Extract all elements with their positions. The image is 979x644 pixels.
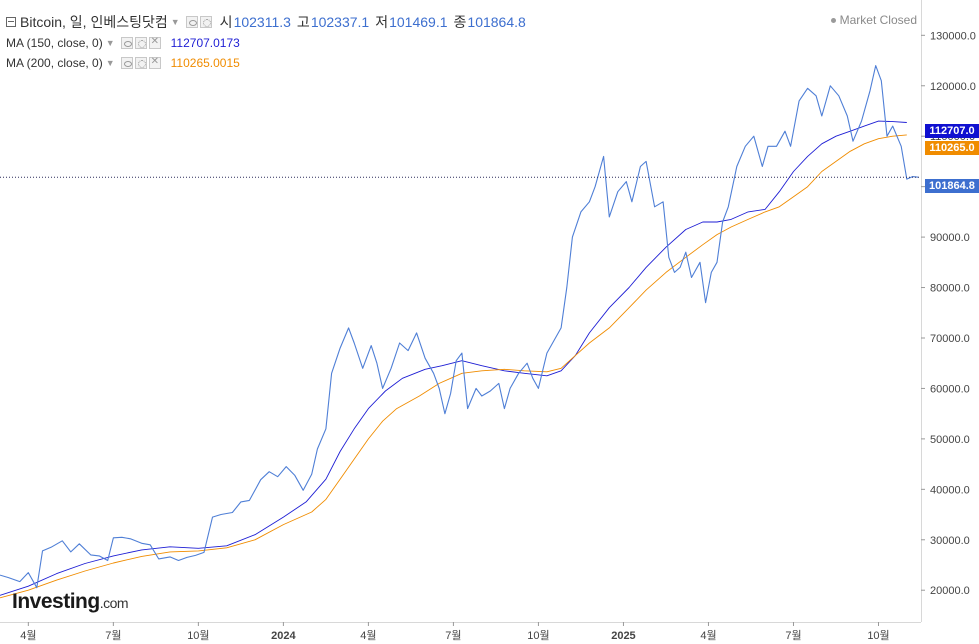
price-axis: 130000.0120000.0110000.0100000.090000.08…	[921, 30, 976, 597]
eye-icon[interactable]	[120, 57, 133, 69]
y-tick-label: 30000.0	[930, 535, 970, 547]
open-label: 시	[219, 14, 233, 30]
eye-icon[interactable]	[120, 37, 133, 49]
ma200-price-badge: 110265.0	[925, 141, 979, 155]
close-label: 종	[453, 14, 467, 30]
y-tick-label: 120000.0	[930, 81, 976, 93]
y-tick-label: 40000.0	[930, 484, 970, 496]
ma200-name: MA (200, close, 0)	[6, 56, 103, 70]
last-price-badge: 101864.8	[925, 179, 979, 193]
collapse-icon[interactable]	[6, 17, 16, 27]
x-tick-label: 7월	[785, 629, 801, 642]
y-tick-label: 70000.0	[930, 333, 970, 345]
chevron-down-icon[interactable]: ▼	[105, 38, 115, 48]
x-tick-label: 7월	[105, 629, 121, 642]
close-value: 101864.8	[467, 14, 526, 30]
logo-main: Investing	[12, 590, 100, 613]
y-tick-label: 60000.0	[930, 383, 970, 395]
close-icon[interactable]	[148, 36, 161, 49]
x-tick-label: 10월	[527, 629, 549, 642]
market-status: Market Closed	[830, 13, 917, 27]
high-value: 102337.1	[310, 14, 370, 30]
open-value: 102311.3	[233, 14, 291, 30]
logo-suffix: .com	[99, 595, 129, 611]
symbol-legend: Bitcoin, 일, 인베스팅닷컴 ▼ 시 102311.3 고 102337…	[6, 12, 526, 32]
x-tick-label: 2025	[611, 630, 635, 642]
ma200-value: 110265.0015	[170, 56, 240, 70]
gear-icon[interactable]	[199, 16, 212, 28]
gear-icon[interactable]	[134, 57, 147, 69]
status-dot-icon	[830, 18, 836, 24]
market-status-label: Market Closed	[839, 13, 917, 27]
series-line-ma150	[0, 120, 907, 596]
x-tick-label: 4월	[20, 629, 36, 642]
y-tick-label: 80000.0	[930, 283, 970, 295]
close-icon[interactable]	[148, 56, 161, 69]
symbol-title[interactable]: Bitcoin, 일, 인베스팅닷컴	[20, 14, 168, 30]
chevron-down-icon[interactable]: ▼	[105, 58, 115, 68]
y-tick-label: 50000.0	[930, 434, 970, 446]
investing-logo: Investing.com	[12, 590, 129, 614]
low-value: 101469.1	[389, 14, 448, 30]
ma150-value: 112707.0173	[170, 36, 240, 50]
eye-icon[interactable]	[185, 16, 198, 28]
series-layer	[0, 65, 919, 599]
x-tick-label: 4월	[360, 629, 376, 642]
x-tick-label: 10월	[187, 629, 209, 642]
indicator-ma200[interactable]: MA (200, close, 0) ▼ 110265.0015	[6, 56, 240, 70]
gear-icon[interactable]	[134, 37, 147, 49]
indicator-ma150[interactable]: MA (150, close, 0) ▼ 112707.0173	[6, 36, 240, 50]
y-tick-label: 130000.0	[930, 30, 976, 42]
series-line-price	[0, 65, 919, 589]
ma150-price-badge: 112707.0	[925, 124, 979, 138]
x-tick-label: 4월	[700, 629, 716, 642]
low-label: 저	[375, 14, 389, 30]
chevron-down-icon[interactable]: ▼	[170, 17, 180, 27]
time-axis: 4월 7월 10월 2024 4월 7월 10월 2025 4월 7월 10월	[20, 622, 890, 642]
ma150-name: MA (150, close, 0)	[6, 36, 103, 50]
x-tick-label: 2024	[271, 630, 296, 642]
x-tick-label: 7월	[445, 629, 461, 642]
high-label: 고	[296, 14, 310, 30]
series-line-ma200	[0, 134, 907, 599]
x-tick-label: 10월	[867, 629, 889, 642]
y-tick-label: 90000.0	[930, 232, 970, 244]
y-tick-label: 20000.0	[930, 585, 970, 597]
